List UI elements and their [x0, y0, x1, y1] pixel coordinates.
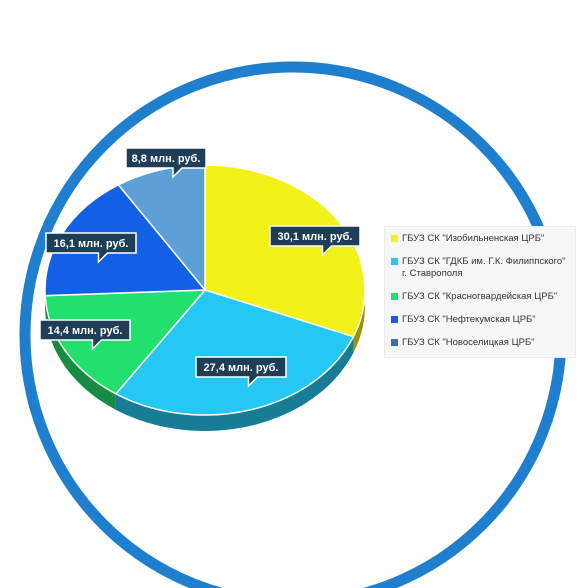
- data-label-box: [45, 232, 137, 264]
- legend-swatch: [391, 339, 398, 346]
- data-label-box: [39, 319, 131, 351]
- legend-swatch: [391, 293, 398, 300]
- legend-swatch: [391, 235, 398, 242]
- pie-slice-gdkb-stavropol: [114, 289, 355, 416]
- data-label-box: [269, 225, 361, 257]
- pie-slice-izobilnenskaya: [204, 164, 366, 338]
- legend-label: ГБУЗ СК "Новоселицкая ЦРБ": [402, 337, 535, 348]
- pie-side-krasnogvardeyskaya: [45, 295, 116, 410]
- legend-item-izobilnenskaya: ГБУЗ СК "Изобильненская ЦРБ": [391, 233, 569, 245]
- data-label-box: [125, 147, 207, 179]
- data-label-text: 27,4 млн. руб.: [204, 362, 279, 374]
- legend-label: ГБУЗ СК "Нефтекумская ЦРБ": [402, 314, 536, 325]
- pie-slices: [44, 164, 366, 416]
- legend-label: ГБУЗ СК "Красногвардейская ЦРБ": [402, 291, 558, 302]
- data-label-neftekumskaya: 16,1 млн. руб.: [45, 232, 137, 264]
- legend-swatch: [391, 258, 398, 265]
- legend-swatch: [391, 316, 398, 323]
- legend-item-krasnogvardeyskaya: ГБУЗ СК "Красногвардейская ЦРБ": [391, 291, 569, 303]
- data-label-box: [195, 356, 287, 388]
- pie-side-izobilnenskaya: [353, 290, 365, 353]
- pie-side-gdkb-stavropol: [115, 336, 354, 431]
- data-label-text: 14,4 млн. руб.: [48, 325, 123, 337]
- legend-item-gdkb-stavropol: ГБУЗ СК "ГДКБ им. Г.К. Филиппского" г. С…: [391, 256, 569, 280]
- data-label-text: 8,8 млн. руб.: [132, 153, 201, 165]
- legend-label: ГБУЗ СК "ГДКБ им. Г.К. Филиппского" г. С…: [402, 256, 566, 279]
- data-label-gdkb-stavropol: 27,4 млн. руб.: [195, 356, 287, 388]
- pie-slice-krasnogvardeyskaya: [44, 289, 207, 395]
- data-labels: 30,1 млн. руб. 27,4 млн. руб. 14,4 млн. ру…: [39, 147, 361, 388]
- data-label-novoselitskaya: 8,8 млн. руб.: [125, 147, 207, 179]
- legend: ГБУЗ СК "Изобильненская ЦРБ" ГБУЗ СК "ГД…: [384, 226, 576, 358]
- data-label-text: 16,1 млн. руб.: [54, 238, 129, 250]
- legend-item-neftekumskaya: ГБУЗ СК "Нефтекумская ЦРБ": [391, 314, 569, 326]
- data-label-izobilnenskaya: 30,1 млн. руб.: [269, 225, 361, 257]
- data-label-krasnogvardeyskaya: 14,4 млн. руб.: [39, 319, 131, 351]
- data-label-text: 30,1 млн. руб.: [278, 231, 353, 243]
- legend-label: ГБУЗ СК "Изобильненская ЦРБ": [402, 233, 545, 244]
- legend-item-novoselitskaya: ГБУЗ СК "Новоселицкая ЦРБ": [391, 337, 569, 349]
